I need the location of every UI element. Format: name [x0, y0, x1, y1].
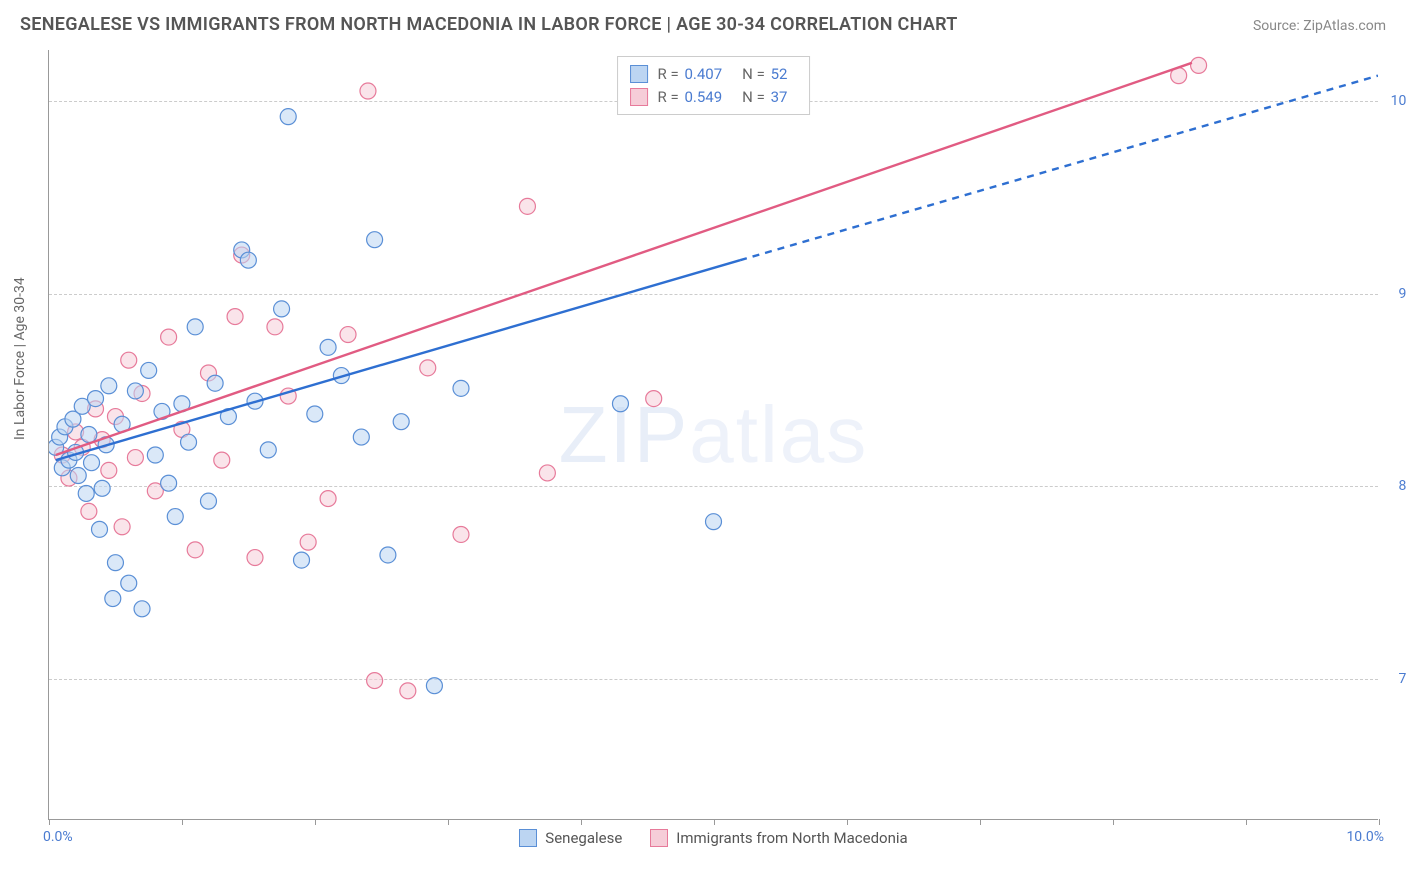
y-tick-label: 92.5% [1386, 286, 1406, 302]
x-tick [1246, 819, 1247, 825]
chart-source: Source: ZipAtlas.com [1253, 18, 1386, 34]
swatch-senegalese-icon [519, 829, 537, 847]
swatch-macedonia [630, 88, 648, 106]
swatch-macedonia-icon [650, 829, 668, 847]
legend-row-macedonia: R = 0.549 N = 37 [630, 86, 798, 109]
x-tick [714, 819, 715, 825]
legend-row-senegalese: R = 0.407 N = 52 [630, 63, 798, 86]
y-axis-label: In Labor Force | Age 30-34 [12, 277, 28, 440]
chart-title: SENEGALESE VS IMMIGRANTS FROM NORTH MACE… [20, 14, 958, 35]
series-legend: Senegalese Immigrants from North Macedon… [49, 829, 1378, 847]
chart-header: SENEGALESE VS IMMIGRANTS FROM NORTH MACE… [0, 0, 1406, 43]
x-tick [49, 819, 50, 825]
x-tick [980, 819, 981, 825]
chart-plot-area: ZIPatlas R = 0.407 N = 52 R = 0.549 N = … [48, 50, 1378, 820]
x-tick [315, 819, 316, 825]
swatch-senegalese [630, 65, 648, 83]
legend-item-macedonia: Immigrants from North Macedonia [650, 829, 907, 847]
scatter-svg [49, 50, 1378, 819]
y-tick-label: 100.0% [1386, 93, 1406, 109]
x-tick [1379, 819, 1380, 825]
legend-label-senegalese: Senegalese [545, 829, 622, 847]
x-tick [1113, 819, 1114, 825]
x-tick [581, 819, 582, 825]
x-tick [847, 819, 848, 825]
legend-label-macedonia: Immigrants from North Macedonia [676, 829, 907, 847]
legend-item-senegalese: Senegalese [519, 829, 622, 847]
correlation-legend: R = 0.407 N = 52 R = 0.549 N = 37 [617, 56, 811, 115]
y-tick-label: 77.5% [1386, 671, 1406, 687]
x-tick [448, 819, 449, 825]
y-tick-label: 85.0% [1386, 478, 1406, 494]
x-tick [182, 819, 183, 825]
